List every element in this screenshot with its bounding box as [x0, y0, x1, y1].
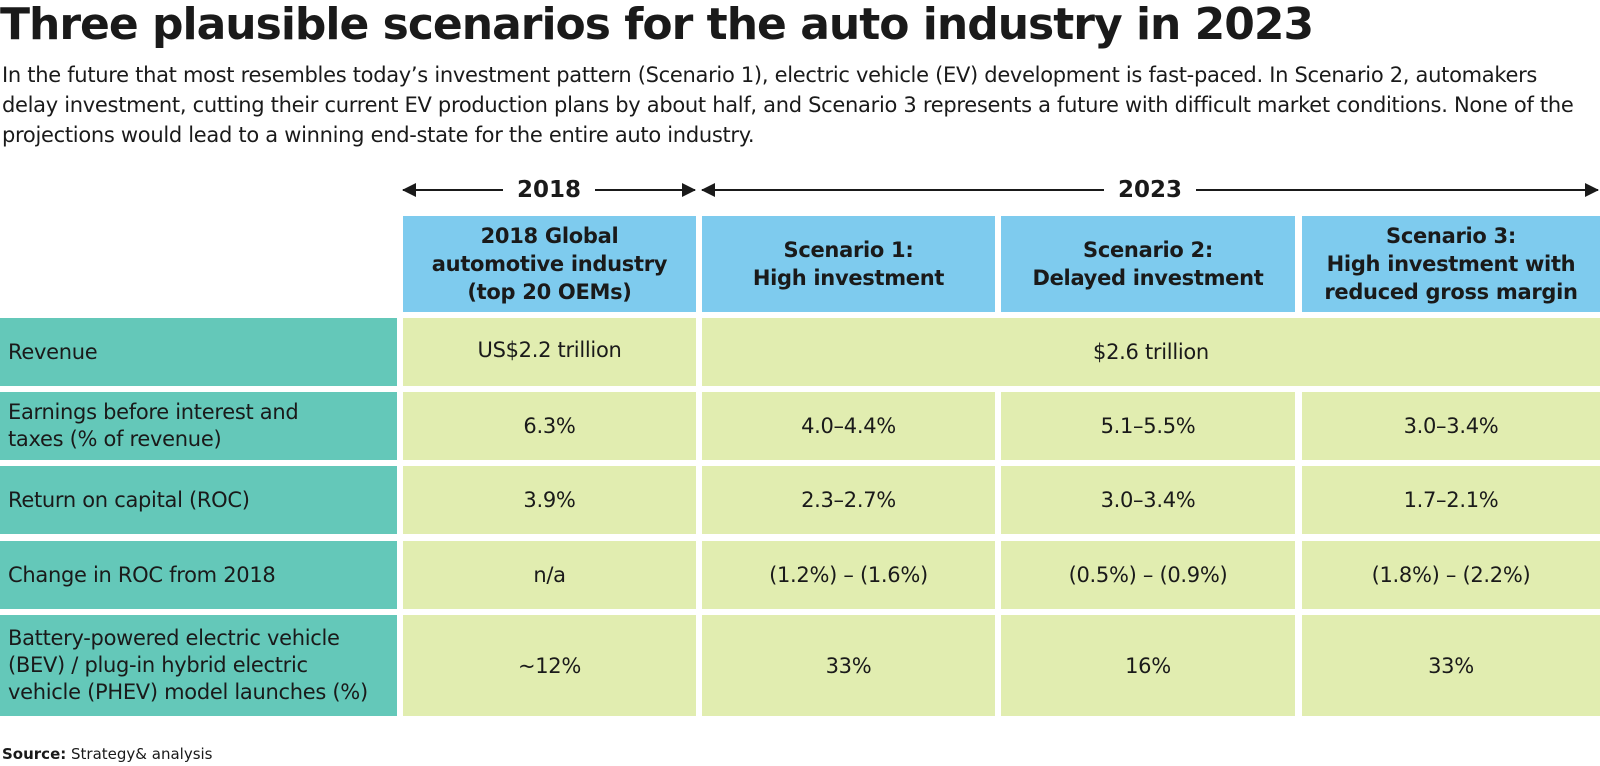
cell-roc-change-scenario-2: (0.5%) – (0.9%) [1001, 541, 1295, 609]
source-note: Source: Strategy& analysis [2, 744, 213, 764]
cell-roc-global: 3.9% [403, 466, 696, 534]
cell-roc-change-scenario-1: (1.2%) – (1.6%) [702, 541, 995, 609]
source-text: Strategy& analysis [71, 745, 213, 763]
cell-roc-scenario-1: 2.3–2.7% [702, 466, 995, 534]
page-subtitle: In the future that most resembles today’… [2, 63, 1574, 147]
source-label: Source: [2, 745, 67, 763]
cell-ebit-scenario-1: 4.0–4.4% [702, 392, 995, 460]
period-2023-label: 2023 [1118, 177, 1183, 203]
column-header-scenario-1: Scenario 1: High investment [702, 216, 995, 312]
arrow-left-icon [701, 183, 1104, 197]
cell-revenue-scenarios: $2.6 trillion [702, 318, 1600, 386]
cell-roc-change-scenario-3: (1.8%) – (2.2%) [1302, 541, 1600, 609]
arrow-right-icon [595, 183, 697, 197]
cell-ebit-scenario-3: 3.0–3.4% [1302, 392, 1600, 460]
column-header-global: 2018 Global automotive industry (top 20 … [403, 216, 696, 312]
period-2018-label: 2018 [517, 177, 582, 203]
cell-roc-scenario-2: 3.0–3.4% [1001, 466, 1295, 534]
cell-ebit-scenario-2: 5.1–5.5% [1001, 392, 1295, 460]
row-label-bev-phev: Battery-powered electric vehicle (BEV) /… [0, 615, 397, 716]
cell-roc-change-global: n/a [403, 541, 696, 609]
arrow-right-icon [1196, 183, 1600, 197]
row-label-revenue: Revenue [0, 318, 397, 386]
period-2018: 2018 [402, 176, 697, 204]
page-title: Three plausible scenarios for the auto i… [0, 0, 1314, 50]
cell-bev-global: ~12% [403, 615, 696, 716]
row-label-roc: Return on capital (ROC) [0, 466, 397, 534]
period-2023: 2023 [701, 176, 1600, 204]
cell-bev-scenario-3: 33% [1302, 615, 1600, 716]
cell-bev-scenario-2: 16% [1001, 615, 1295, 716]
row-label-roc-change: Change in ROC from 2018 [0, 541, 397, 609]
column-header-scenario-2: Scenario 2: Delayed investment [1001, 216, 1295, 312]
cell-bev-scenario-1: 33% [702, 615, 995, 716]
cell-roc-scenario-3: 1.7–2.1% [1302, 466, 1600, 534]
row-label-ebit: Earnings before interest and taxes (% of… [0, 392, 397, 460]
column-header-scenario-3: Scenario 3: High investment with reduced… [1302, 216, 1600, 312]
cell-revenue-global: US$2.2 trillion [403, 318, 696, 386]
cell-ebit-global: 6.3% [403, 392, 696, 460]
arrow-left-icon [402, 183, 503, 197]
